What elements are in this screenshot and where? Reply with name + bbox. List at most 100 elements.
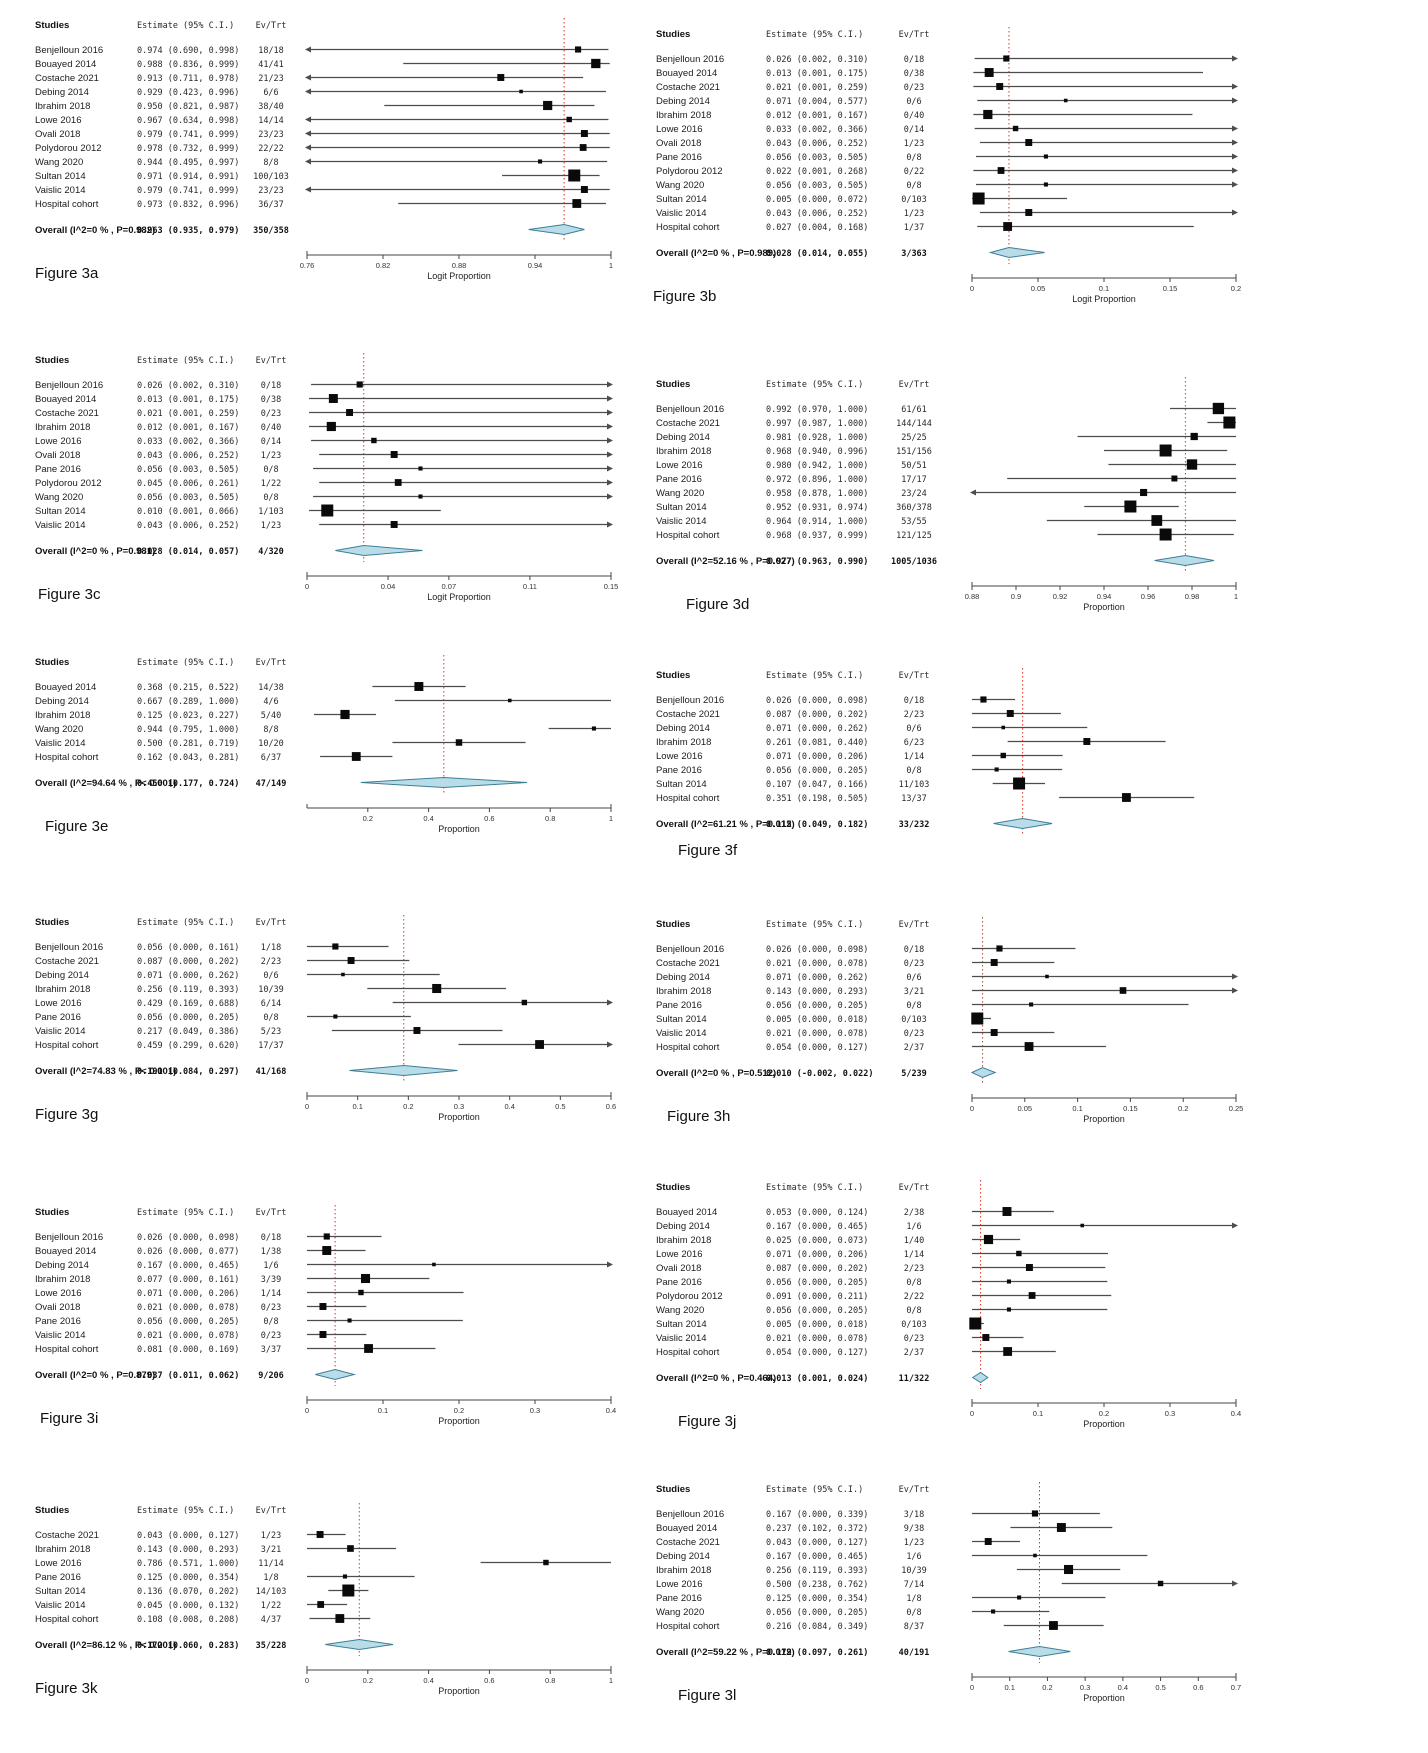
overall-label: Overall (I^2=61.21 % , P=0.012)	[656, 819, 795, 830]
point-estimate-marker	[579, 144, 587, 151]
study-ev-trt: 18/18	[258, 46, 284, 56]
study-row: Debing 2014 0.071 (0.004, 0.577) 0/6	[656, 96, 1238, 107]
study-estimate: 0.786 (0.571, 1.000)	[137, 1559, 239, 1569]
study-ev-trt: 1/14	[261, 1289, 281, 1299]
overall-row: Overall (I^2=61.21 % , P=0.012)0.115 (0.…	[656, 817, 1053, 830]
x-axis: 0 0.1 0.2 0.3 0.4 Proportion	[305, 1396, 616, 1426]
ci-clipped-right-arrow-icon	[607, 437, 613, 444]
study-name: Sultan 2014	[35, 171, 86, 182]
study-estimate: 0.979 (0.741, 0.999)	[137, 186, 239, 196]
study-row: Sultan 2014 0.971 (0.914, 0.991) 100/103	[35, 169, 600, 182]
study-estimate: 0.010 (0.001, 0.066)	[137, 507, 239, 517]
study-row: Debing 2014 0.071 (0.000, 0.262) 0/6	[35, 970, 440, 981]
study-row: Wang 2020 0.056 (0.000, 0.205) 0/8	[656, 1607, 1050, 1618]
study-ev-trt: 8/8	[263, 158, 278, 168]
study-ev-trt: 7/14	[904, 1580, 924, 1590]
study-row: Ibrahim 2018 0.968 (0.940, 0.996) 151/156	[656, 444, 1228, 457]
study-ev-trt: 0/22	[904, 167, 924, 177]
x-axis: 0 0.1 0.2 0.3 0.4 0.5 0.6 Proportion	[305, 1092, 616, 1122]
x-axis-title: Proportion	[438, 1686, 480, 1696]
study-name: Debing 2014	[656, 1551, 710, 1562]
study-row: Benjelloun 2016 0.974 (0.690, 0.998) 18/18	[35, 45, 609, 56]
study-row: Lowe 2016 0.033 (0.002, 0.366) 0/14	[35, 436, 613, 447]
ci-clipped-right-arrow-icon	[607, 381, 613, 388]
study-name: Debing 2014	[35, 970, 89, 981]
forest-plot-3j: Studies Estimate (95% C.I.) Ev/Trt Bouayed …	[656, 1180, 1241, 1430]
study-estimate: 0.967 (0.634, 0.998)	[137, 116, 239, 126]
point-estimate-marker	[342, 1584, 355, 1597]
point-estimate-marker	[1212, 402, 1225, 415]
column-header-ev-trt: Ev/Trt	[899, 671, 930, 681]
study-name: Wang 2020	[656, 180, 704, 191]
study-row: Lowe 2016 0.500 (0.238, 0.762) 7/14	[656, 1579, 1238, 1590]
point-estimate-marker	[990, 959, 998, 966]
study-row: Ibrahim 2018 0.025 (0.000, 0.073) 1/40	[656, 1234, 1021, 1246]
point-estimate-marker	[1025, 209, 1033, 216]
study-name: Lowe 2016	[35, 998, 81, 1009]
point-estimate-marker	[390, 451, 398, 458]
figure-caption-3c: Figure 3c	[38, 586, 101, 603]
study-name: Debing 2014	[35, 1260, 89, 1271]
point-estimate-marker	[1122, 793, 1131, 802]
study-estimate: 0.021 (0.000, 0.078)	[137, 1303, 239, 1313]
study-ev-trt: 8/8	[263, 725, 278, 735]
study-estimate: 0.929 (0.423, 0.996)	[137, 88, 239, 98]
study-ev-trt: 1/8	[263, 1573, 278, 1583]
study-estimate: 0.043 (0.006, 0.252)	[137, 521, 239, 531]
study-ev-trt: 0/40	[904, 111, 924, 121]
overall-diamond	[993, 817, 1053, 830]
study-row: Ibrahim 2018 0.125 (0.023, 0.227) 5/40	[35, 709, 377, 721]
study-name: Debing 2014	[656, 723, 710, 734]
study-estimate: 0.026 (0.002, 0.310)	[137, 381, 239, 391]
study-ev-trt: 0/8	[263, 1013, 278, 1023]
ci-clipped-right-arrow-icon	[1232, 181, 1238, 188]
overall-label: Overall (I^2=0 % , P=0.464)	[656, 1373, 776, 1384]
study-row: Costache 2021 0.997 (0.987, 1.000) 144/144	[656, 416, 1236, 429]
study-ev-trt: 22/22	[258, 144, 284, 154]
study-row: Ibrahim 2018 0.950 (0.821, 0.987) 38/40	[35, 100, 595, 112]
study-name: Pane 2016	[35, 464, 81, 475]
study-row: Pane 2016 0.056 (0.003, 0.505) 0/8	[656, 152, 1238, 163]
forest-panel-3d: Studies Estimate (95% C.I.) Ev/Trt Benjello…	[630, 373, 1254, 635]
x-axis-title: Proportion	[1083, 602, 1125, 612]
study-name: Bouayed 2014	[35, 394, 96, 405]
study-ev-trt: 0/18	[904, 696, 924, 706]
ci-clipped-right-arrow-icon	[607, 395, 613, 402]
column-header-ev-trt: Ev/Trt	[256, 1208, 287, 1218]
point-estimate-marker	[1045, 974, 1049, 979]
study-ev-trt: 121/125	[896, 531, 932, 541]
study-row: Sultan 2014 0.005 (0.000, 0.072) 0/103	[656, 192, 1068, 205]
x-axis-tick-label: 0.4	[1118, 1683, 1128, 1692]
ci-clipped-left-arrow-icon	[305, 74, 311, 81]
point-estimate-marker	[572, 199, 582, 208]
point-estimate-marker	[1151, 515, 1163, 526]
study-name: Wang 2020	[656, 488, 704, 499]
study-estimate: 0.021 (0.000, 0.078)	[137, 1331, 239, 1341]
ci-clipped-right-arrow-icon	[607, 521, 613, 528]
x-axis-tick-label: 0	[305, 582, 309, 591]
study-estimate: 0.071 (0.000, 0.262)	[766, 724, 868, 734]
study-ev-trt: 0/23	[261, 409, 281, 419]
study-row: Bouayed 2014 0.368 (0.215, 0.522) 14/38	[35, 682, 466, 693]
study-estimate: 0.980 (0.942, 1.000)	[766, 461, 868, 471]
study-estimate: 0.500 (0.238, 0.762)	[766, 1580, 868, 1590]
overall-label: Overall (I^2=0 % , P=0.879)	[35, 1370, 155, 1381]
study-ev-trt: 6/14	[261, 999, 281, 1009]
x-axis-title: Proportion	[438, 1416, 480, 1426]
point-estimate-marker	[994, 767, 999, 772]
study-row: Hospital cohort 0.968 (0.937, 0.999) 121/1…	[656, 528, 1234, 541]
study-name: Ovali 2018	[35, 1302, 80, 1313]
x-axis-tick-label: 0.3	[1165, 1409, 1175, 1418]
column-header-ev-trt: Ev/Trt	[899, 1485, 930, 1495]
forest-panel-3i: Studies Estimate (95% C.I.) Ev/Trt Benjello…	[25, 1201, 625, 1449]
study-ev-trt: 0/23	[904, 1029, 924, 1039]
x-axis-tick-label: 1	[1234, 592, 1238, 601]
study-estimate: 0.167 (0.000, 0.465)	[766, 1222, 868, 1232]
study-name: Pane 2016	[656, 474, 702, 485]
x-axis-tick-label: 0.88	[452, 261, 467, 270]
point-estimate-marker	[1025, 1264, 1033, 1271]
study-estimate: 0.056 (0.000, 0.205)	[137, 1013, 239, 1023]
point-estimate-marker	[580, 186, 588, 193]
point-estimate-marker	[497, 74, 505, 81]
study-name: Sultan 2014	[656, 194, 707, 205]
